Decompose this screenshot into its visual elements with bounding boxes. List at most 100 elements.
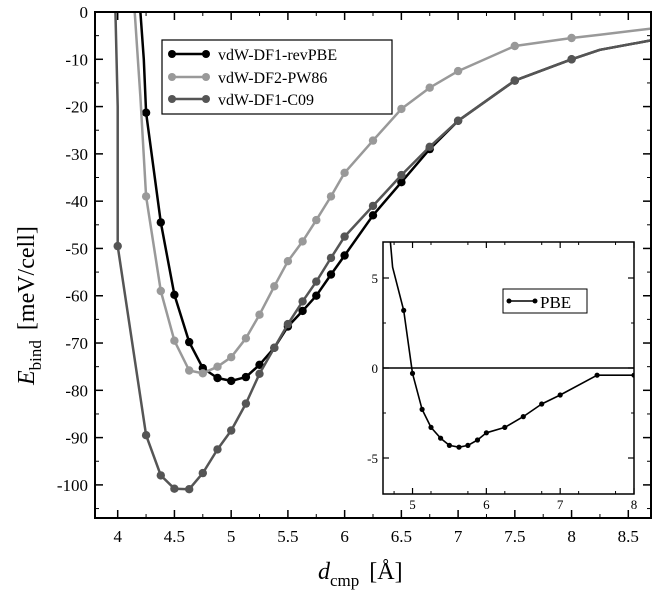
inset-data-point (438, 435, 444, 441)
inset-legend-label: PBE (540, 293, 571, 312)
data-point-series-1 (453, 66, 463, 76)
inset-data-point (465, 442, 471, 448)
data-point-series-0 (298, 306, 307, 316)
legend-entry-pw86: vdW-DF2-PW86 (168, 70, 327, 87)
data-point-series-2 (198, 468, 207, 478)
y-axis-title-sub: bind (26, 340, 45, 371)
data-point-series-2 (397, 170, 406, 180)
data-point-series-2 (283, 319, 293, 329)
data-point-series-2 (113, 241, 122, 251)
x-tick-label: 8.5 (618, 527, 639, 546)
x-axis-title: dcmp [Å] (318, 559, 403, 590)
inset-legend: PBE (502, 288, 588, 314)
legend-marker-pw86 (202, 73, 210, 81)
x-tick-label: 6 (340, 527, 349, 546)
y-tick-label: -20 (65, 98, 88, 117)
x-tick-label: 4 (113, 527, 122, 546)
legend-entry-c09: vdW-DF1-C09 (168, 92, 314, 109)
data-point-series-1 (298, 237, 307, 246)
data-point-series-2 (213, 445, 222, 454)
data-point-series-2 (255, 369, 264, 378)
data-point-series-1 (510, 41, 519, 51)
legend-entry-revpbe: vdW-DF1-revPBE (168, 47, 337, 64)
inset-data-point (409, 370, 416, 376)
data-point-series-1 (213, 362, 222, 371)
y-axis-title: Ebind [meV/cell] (14, 226, 45, 386)
data-point-series-1 (170, 336, 179, 345)
legend-marker-pw86 (168, 73, 176, 81)
inset-data-point (456, 444, 462, 450)
y-tick-label: -70 (65, 334, 88, 353)
data-point-series-1 (368, 136, 378, 145)
data-point-series-0 (170, 290, 179, 299)
data-point-series-0 (340, 251, 349, 260)
y-tick-label: -50 (65, 239, 88, 258)
y-axis-title-unit: [meV/cell] (14, 226, 40, 330)
data-point-series-1 (567, 33, 576, 43)
data-point-series-2 (185, 485, 194, 494)
data-point-series-1 (312, 215, 321, 225)
legend-marker-revpbe (168, 50, 176, 58)
main-plot-area (113, 12, 651, 494)
data-point-series-0 (397, 178, 406, 187)
data-point-series-2 (241, 399, 251, 408)
legend-marker-revpbe (202, 50, 210, 58)
y-tick-label: -80 (65, 381, 88, 400)
legend-label-revpbe: vdW-DF1-revPBE (218, 47, 337, 64)
x-tick-label: 7.5 (504, 527, 525, 546)
data-point-series-2 (567, 55, 576, 64)
data-point-series-0 (241, 372, 251, 382)
data-point-series-2 (510, 76, 519, 85)
data-point-series-2 (326, 253, 336, 263)
inset-data-point (474, 437, 481, 443)
y-tick-label: -30 (65, 145, 88, 164)
legend: vdW-DF1-revPBE vdW-DF2-PW86 vdW-DF1-C09 (161, 39, 393, 115)
data-point-series-1 (397, 104, 406, 114)
legend-label-pw86: vdW-DF2-PW86 (218, 70, 327, 87)
y-axis-title-main: E (14, 370, 40, 386)
legend-marker-c09 (168, 95, 176, 103)
data-point-series-2 (156, 471, 165, 480)
inset-axes-ticks: 5 6 7 8 5 0 -5 (367, 242, 637, 512)
data-point-series-0 (156, 218, 165, 227)
x-axis-title-unit: [Å] (369, 559, 402, 585)
data-point-series-2 (227, 426, 236, 435)
y-tick-label: -40 (65, 192, 88, 211)
y-tick-label: 0 (80, 3, 89, 22)
data-point-series-1 (185, 366, 194, 375)
inset-data-point (483, 430, 489, 436)
inset-data-point (419, 406, 425, 412)
data-point-series-0 (213, 373, 222, 383)
x-axis-title-main: d (318, 559, 331, 585)
data-point-series-1 (156, 286, 165, 296)
inset-x-tick-label: 5 (409, 497, 416, 512)
inset-x-tick-label: 7 (557, 497, 564, 512)
inset-data-point (520, 414, 526, 420)
legend-marker-c09 (202, 95, 210, 103)
inset-data-point (594, 372, 600, 378)
data-point-series-2 (312, 277, 321, 286)
inset-data-point (557, 392, 563, 398)
data-point-series-1 (227, 353, 236, 362)
data-point-series-2 (170, 484, 179, 493)
x-axis-title-sub: cmp (330, 571, 359, 590)
data-point-series-0 (141, 108, 151, 117)
data-point-series-2 (453, 116, 463, 126)
data-point-series-0 (185, 337, 194, 347)
inset: 5 6 7 8 5 0 -5 PBE (367, 241, 637, 512)
data-point-series-1 (340, 168, 349, 177)
inset-y-tick-label: -5 (367, 451, 378, 466)
main-axes-ticks: 4 4.5 5 5.5 6 6.5 7 7.5 8 8.50-10-20-30-40-50-60-… (57, 3, 651, 546)
inset-y-tick-label: 5 (372, 271, 379, 286)
inset-plot-area (383, 242, 634, 450)
data-point-series-1 (255, 310, 264, 319)
data-point-series-1 (241, 334, 251, 343)
y-tick-label: -100 (57, 476, 88, 495)
data-point-series-1 (198, 369, 207, 378)
x-tick-label: 5.5 (277, 527, 298, 546)
inset-legend-marker (506, 298, 512, 304)
inset-legend-marker (532, 298, 538, 304)
inset-data-point (428, 424, 434, 430)
data-point-series-1 (141, 192, 151, 201)
